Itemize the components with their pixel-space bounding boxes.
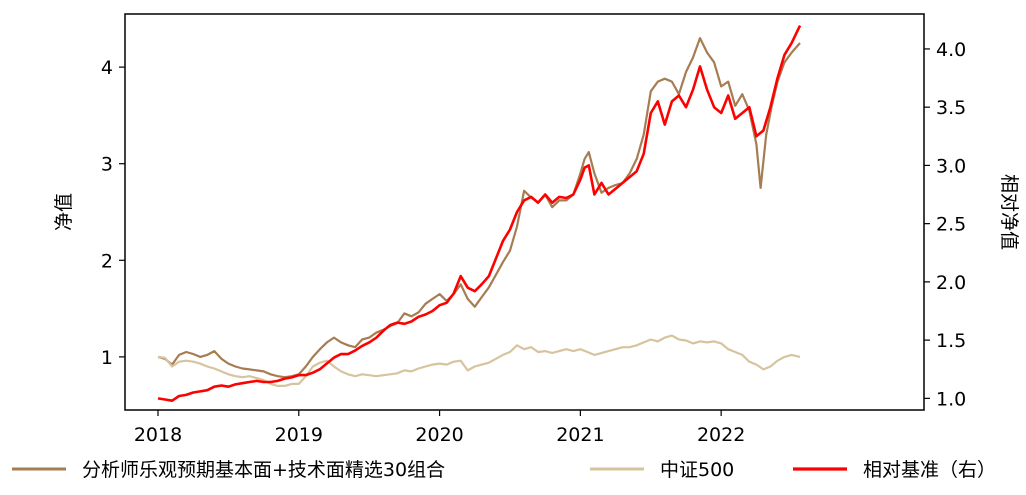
series-line-3 — [157, 25, 802, 403]
legend-label: 中证500 — [660, 459, 734, 481]
left-y-tick-label: 2 — [101, 250, 113, 272]
plot-frame — [124, 13, 925, 411]
x-tick-label: 2021 — [556, 424, 604, 446]
left-axis-title: 净值 — [53, 193, 75, 231]
right-y-tick-label: 3.0 — [936, 155, 966, 177]
left-y-tick-label: 1 — [101, 347, 113, 369]
left-y-tick-label: 4 — [101, 57, 113, 79]
right-y-tick-label: 3.5 — [936, 97, 966, 119]
left-y-tick-label: 3 — [101, 154, 113, 176]
legend-label: 相对基准（右） — [863, 459, 996, 481]
series-layer — [157, 25, 802, 403]
right-y-tick-label: 2.0 — [936, 272, 966, 294]
right-axis-title: 相对净值 — [998, 174, 1020, 250]
right-y-tick-label: 1.5 — [936, 330, 966, 352]
right-y-tick-label: 4.0 — [936, 39, 966, 61]
legend-label: 分析师乐观预期基本面+技术面精选30组合 — [82, 459, 445, 481]
legend: 分析师乐观预期基本面+技术面精选30组合 中证500 相对基准（右） — [12, 459, 996, 481]
axis-layer: 2018 2019 2020 2021 2022 1 2 3 4 1.0 1.5 2.0 2.5 3.0 3… — [101, 39, 966, 446]
right-y-tick-label: 1.0 — [936, 388, 966, 410]
x-tick-label: 2020 — [415, 424, 463, 446]
x-tick-label: 2022 — [697, 424, 745, 446]
series-line-1 — [157, 36, 801, 379]
x-tick-label: 2018 — [134, 424, 182, 446]
x-tick-label: 2019 — [275, 424, 323, 446]
right-y-tick-label: 2.5 — [936, 214, 966, 236]
